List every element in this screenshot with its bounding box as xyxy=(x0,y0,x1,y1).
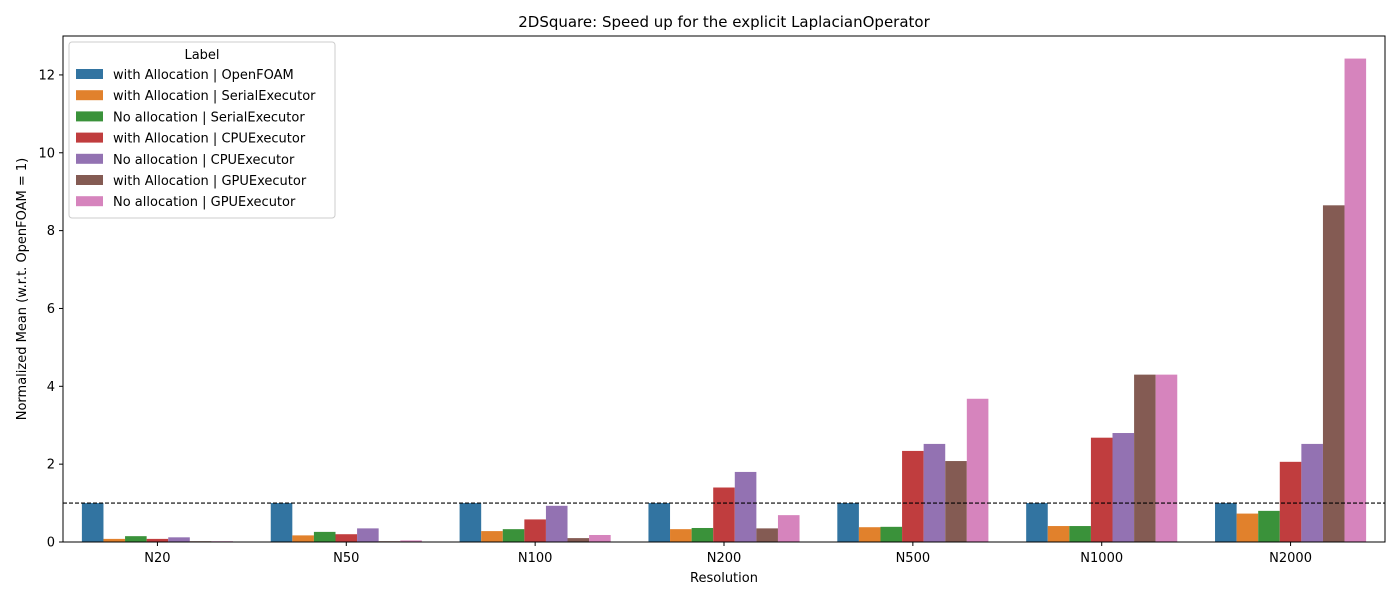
bar-N50-series-0 xyxy=(270,503,293,542)
legend-label-0: with Allocation | OpenFOAM xyxy=(113,68,294,83)
x-tick-label: N1000 xyxy=(1080,551,1123,566)
bar-N1000-series-3 xyxy=(1090,437,1113,542)
bar-N1000-series-5 xyxy=(1134,374,1156,542)
bar-N50-series-2 xyxy=(313,531,336,542)
bar-N500-series-5 xyxy=(945,461,967,542)
bar-N100-series-1 xyxy=(481,531,503,542)
legend-label-3: with Allocation | CPUExecutor xyxy=(113,132,306,147)
bar-N500-series-3 xyxy=(902,450,924,542)
legend-swatch-1 xyxy=(76,90,103,101)
bar-N20-series-0 xyxy=(81,503,104,542)
bar-N100-series-6 xyxy=(589,534,611,542)
bar-N500-series-6 xyxy=(966,398,989,542)
bar-N200-series-0 xyxy=(648,503,671,542)
bar-N100-series-4 xyxy=(545,505,568,542)
bar-N20-series-4 xyxy=(168,537,190,542)
bar-N100-series-0 xyxy=(459,503,482,542)
bar-N200-series-1 xyxy=(670,529,692,542)
chart-title: 2DSquare: Speed up for the explicit Lapl… xyxy=(518,13,930,31)
x-tick-label: N100 xyxy=(518,551,553,566)
bar-N50-series-6 xyxy=(400,540,422,542)
legend-title: Label xyxy=(184,48,219,63)
bar-N100-series-3 xyxy=(524,519,546,542)
y-tick-label: 12 xyxy=(38,68,55,83)
bar-N50-series-1 xyxy=(292,535,314,542)
bar-N200-series-5 xyxy=(756,528,778,542)
bar-N1000-series-1 xyxy=(1047,526,1070,542)
y-tick-label: 2 xyxy=(47,458,55,473)
x-tick-label: N20 xyxy=(144,551,170,566)
bar-N20-series-2 xyxy=(125,536,147,542)
bar-N500-series-1 xyxy=(858,527,881,542)
legend-swatch-4 xyxy=(76,153,103,164)
y-tick-label: 6 xyxy=(47,302,55,317)
bar-N500-series-0 xyxy=(837,503,859,542)
bar-N2000-series-4 xyxy=(1301,443,1323,542)
bar-N50-series-3 xyxy=(335,534,358,542)
x-axis-label: Resolution xyxy=(690,571,758,586)
legend: Label with Allocation | OpenFOAM with Allo… xyxy=(68,41,336,219)
bar-N200-series-4 xyxy=(734,471,757,542)
bar-N2000-series-5 xyxy=(1322,205,1345,543)
legend-box xyxy=(68,41,336,219)
bar-N200-series-3 xyxy=(713,487,735,542)
bar-N200-series-6 xyxy=(777,515,800,542)
y-tick-label: 8 xyxy=(47,224,55,239)
y-axis-label: Normalized Mean (w.r.t. OpenFOAM = 1) xyxy=(15,158,30,421)
legend-swatch-2 xyxy=(76,111,103,122)
bar-N50-series-4 xyxy=(357,528,379,542)
bar-N2000-series-6 xyxy=(1344,58,1367,543)
x-tick-label: N500 xyxy=(896,551,931,566)
x-tick-label: N50 xyxy=(333,551,359,566)
y-tick-label: 10 xyxy=(38,146,55,161)
bar-N2000-series-0 xyxy=(1215,503,1237,542)
bar-N1000-series-2 xyxy=(1069,526,1091,542)
legend-label-2: No allocation | SerialExecutor xyxy=(113,110,305,125)
legend-swatch-3 xyxy=(76,132,103,143)
legend-label-6: No allocation | GPUExecutor xyxy=(113,195,296,210)
legend-label-5: with Allocation | GPUExecutor xyxy=(113,174,307,189)
bar-N200-series-2 xyxy=(691,527,714,542)
x-tick-label: N2000 xyxy=(1269,551,1312,566)
bar-N100-series-2 xyxy=(502,529,525,542)
bar-N1000-series-6 xyxy=(1155,374,1178,542)
bar-N100-series-5 xyxy=(567,538,590,542)
legend-swatch-6 xyxy=(76,196,103,207)
legend-label-1: with Allocation | SerialExecutor xyxy=(113,89,316,104)
x-tick-label: N200 xyxy=(707,551,742,566)
legend-label-4: No allocation | CPUExecutor xyxy=(113,153,295,168)
bar-N500-series-4 xyxy=(923,443,946,542)
bar-N1000-series-0 xyxy=(1026,503,1048,542)
bar-N20-series-1 xyxy=(103,538,126,542)
bar-N20-series-3 xyxy=(146,538,169,542)
bar-N500-series-2 xyxy=(880,526,903,542)
bar-N2000-series-3 xyxy=(1279,461,1302,542)
legend-swatch-5 xyxy=(76,175,103,185)
bar-N1000-series-4 xyxy=(1112,433,1135,542)
plot-area: 0 2 4 6 8 10 12 N20 N50 N100 N200 N500 N1000 N2000 xyxy=(38,35,1386,566)
legend-swatch-0 xyxy=(76,69,103,79)
y-tick-label: 4 xyxy=(47,380,55,395)
bar-N2000-series-1 xyxy=(1236,513,1259,542)
bar-N2000-series-2 xyxy=(1258,510,1280,542)
y-tick-label: 0 xyxy=(47,536,55,551)
